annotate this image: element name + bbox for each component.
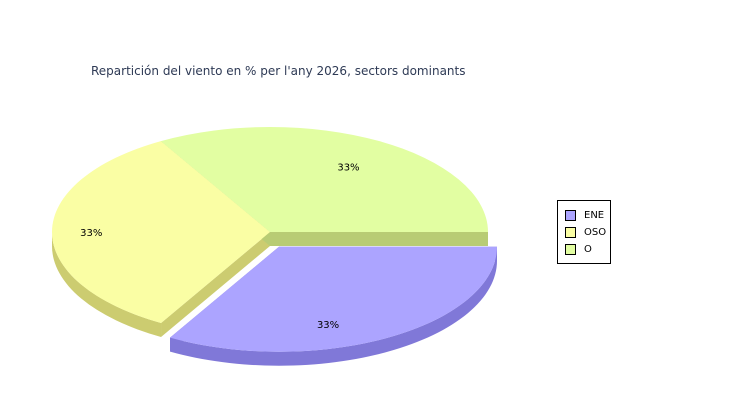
legend-swatch [565, 243, 576, 255]
slice-oso [51, 141, 270, 323]
data-label-ene: 33% [317, 320, 339, 331]
slice-wall-oso [161, 232, 270, 337]
chart-title: Repartición del viento en % per l'any 20… [91, 64, 466, 78]
legend-label: O [584, 243, 592, 255]
legend-label: OSO [584, 226, 607, 238]
slice-ene [170, 246, 498, 352]
legend-label: ENE [584, 209, 605, 221]
legend-item-oso: OSO [565, 226, 606, 238]
legend-item-ene: ENE [565, 209, 604, 221]
data-label-o: 33% [337, 163, 359, 174]
legend-item-o: O [565, 243, 592, 255]
slice-wall-o [270, 232, 488, 246]
data-label-oso: 33% [80, 228, 102, 239]
legend-swatch [565, 226, 576, 238]
slice-o [160, 126, 488, 232]
slice-side-oso [52, 232, 162, 337]
legend: ENE OSO O [557, 200, 611, 264]
legend-swatch [565, 209, 576, 221]
slice-side-ene [170, 246, 498, 366]
